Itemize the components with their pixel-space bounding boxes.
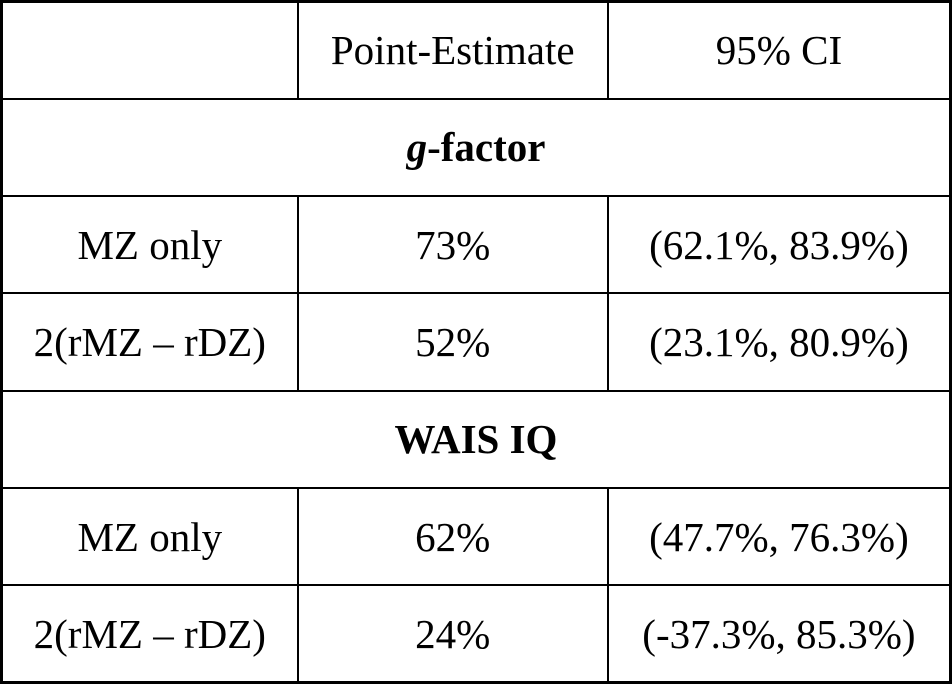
section-title-g-factor-cell: g-factor <box>0 97 952 198</box>
header-row: Point-Estimate 95% CI <box>0 0 952 100</box>
section-header-g-factor: g-factor <box>0 97 952 198</box>
estimate-cell: 52% <box>296 292 609 392</box>
estimate-cell: 62% <box>296 486 609 587</box>
row-label-cell: MZ only <box>0 486 299 587</box>
estimate-cell: 73% <box>296 195 609 295</box>
estimate-cell: 24% <box>296 584 609 684</box>
section-title-wais-rest: WAIS IQ <box>394 416 558 463</box>
section-header-wais-iq: WAIS IQ <box>0 389 952 489</box>
row-label-cell: MZ only <box>0 195 299 295</box>
ci-cell: (62.1%, 83.9%) <box>606 195 952 295</box>
ci-cell: (47.7%, 76.3%) <box>606 486 952 587</box>
ci-cell: (23.1%, 80.9%) <box>606 292 952 392</box>
row-label-cell: 2(rMZ – rDZ) <box>0 584 299 684</box>
header-95-ci: 95% CI <box>606 0 952 100</box>
section-title-g-rest: -factor <box>427 124 546 171</box>
table-row-wais-falconer: 2(rMZ – rDZ) 24% (-37.3%, 85.3%) <box>0 584 952 684</box>
row-label-cell: 2(rMZ – rDZ) <box>0 292 299 392</box>
ci-cell: (-37.3%, 85.3%) <box>606 584 952 684</box>
table-row-gfactor-mz-only: MZ only 73% (62.1%, 83.9%) <box>0 195 952 295</box>
header-point-estimate: Point-Estimate <box>296 0 609 100</box>
section-title-g-italic: g <box>406 124 428 171</box>
table-row-wais-mz-only: MZ only 62% (47.7%, 76.3%) <box>0 486 952 587</box>
header-empty-cell <box>0 0 299 100</box>
section-title-wais-iq-cell: WAIS IQ <box>0 389 952 489</box>
table-row-gfactor-falconer: 2(rMZ – rDZ) 52% (23.1%, 80.9%) <box>0 292 952 392</box>
